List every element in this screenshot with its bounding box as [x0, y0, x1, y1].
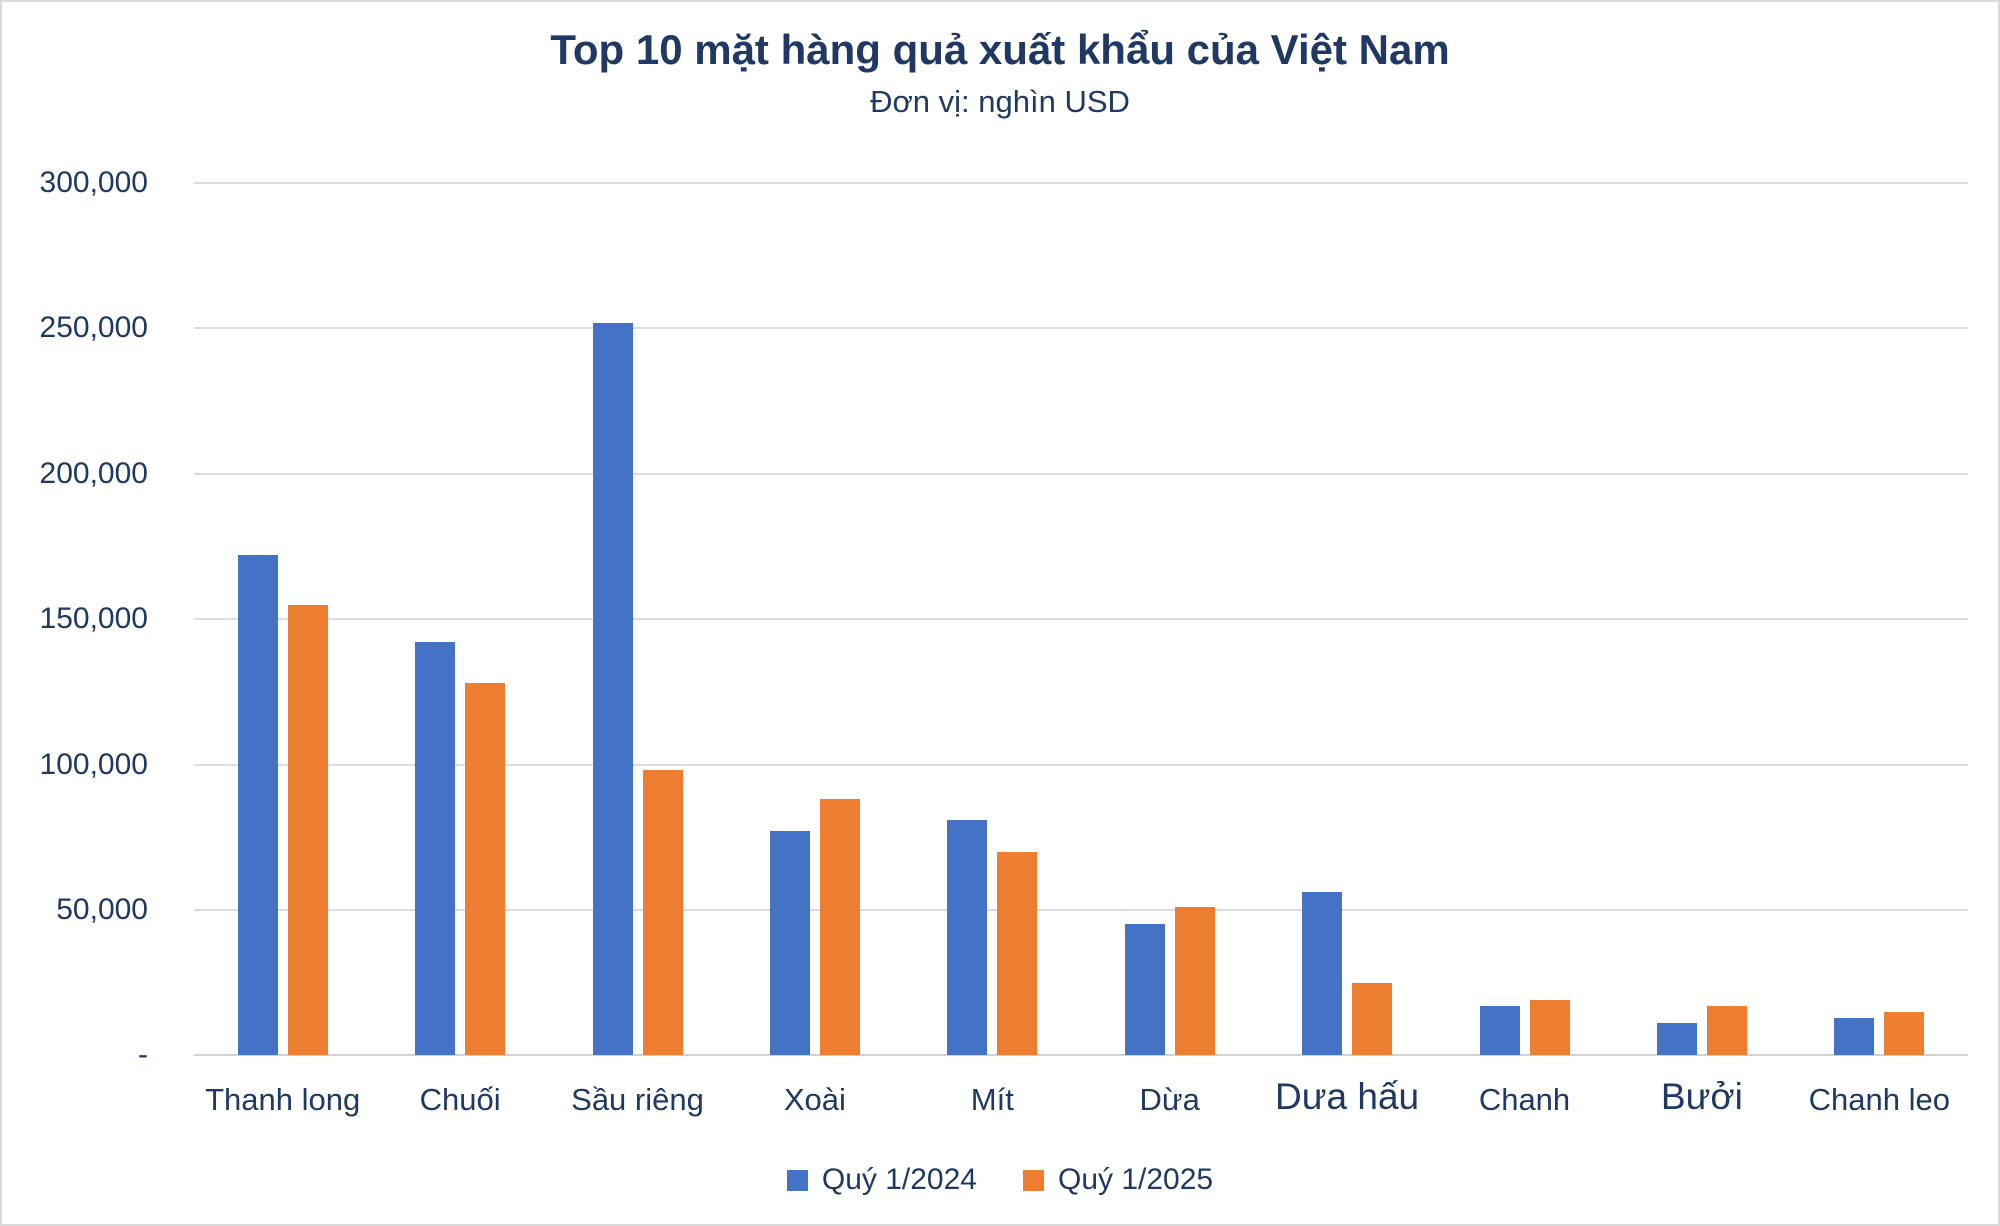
y-tick-label: 200,000: [39, 456, 148, 490]
gridline: [194, 182, 1968, 184]
x-tick-label: Chuối: [419, 1082, 501, 1117]
x-axis-line: [194, 1054, 1968, 1057]
y-tick-label: 100,000: [39, 747, 148, 781]
x-tick-label: Chanh: [1478, 1082, 1571, 1117]
legend-swatch-icon: [786, 1169, 808, 1191]
bar-qu-1-2024: [237, 555, 278, 1056]
legend-item: Quý 1/2024: [786, 1163, 977, 1197]
bar-qu-1-2024: [415, 642, 456, 1056]
y-tick-label: 300,000: [39, 166, 148, 199]
legend: Quý 1/2024 Quý 1/2025: [2, 1158, 1998, 1202]
legend-label: Quý 1/2025: [1058, 1163, 1214, 1196]
bar-qu-1-2024: [769, 831, 810, 1056]
x-tick-label: Dừa: [1139, 1082, 1200, 1117]
legend-item: Quý 1/2025: [1023, 1163, 1213, 1197]
bar-qu-1-2025: [287, 604, 328, 1056]
chart-title: Top 10 mặt hàng quả xuất khẩu của Việt N…: [550, 26, 1450, 73]
bar-qu-1-2025: [1529, 1000, 1570, 1056]
bar-qu-1-2024: [947, 819, 988, 1056]
legend-label: Quý 1/2024: [821, 1163, 977, 1196]
legend-swatch-icon: [1023, 1169, 1044, 1191]
gridline: [194, 618, 1968, 621]
bar-qu-1-2025: [1352, 982, 1393, 1056]
bar-qu-1-2024: [1656, 1023, 1697, 1056]
bar-qu-1-2025: [642, 770, 683, 1056]
x-tick-label: Chanh leo: [1808, 1082, 1950, 1117]
x-tick-label: Dưa hấu: [1275, 1076, 1420, 1117]
bar-qu-1-2025: [465, 683, 506, 1056]
bar-qu-1-2025: [819, 799, 860, 1056]
y-tick-label: 50,000: [56, 892, 148, 926]
x-tick-label: Sầu riêng: [571, 1082, 704, 1117]
bar-qu-1-2024: [1302, 892, 1343, 1056]
bar-qu-1-2024: [1834, 1017, 1875, 1056]
gridline: [194, 327, 1968, 330]
gridline: [194, 908, 1968, 911]
bar-qu-1-2025: [997, 851, 1038, 1056]
gridline: [194, 472, 1968, 475]
bar-qu-1-2025: [1884, 1011, 1925, 1056]
x-tick-label: Xoài: [783, 1082, 846, 1117]
bar-qu-1-2025: [1706, 1005, 1747, 1056]
chart-subtitle: Đơn vị: nghìn USD: [870, 84, 1130, 119]
bar-qu-1-2025: [1174, 907, 1215, 1056]
gridline: [194, 763, 1968, 766]
bar-qu-1-2024: [1124, 924, 1165, 1056]
x-tick-label: Thanh long: [205, 1082, 361, 1117]
bar-qu-1-2024: [1479, 1005, 1520, 1056]
y-tick-label: 250,000: [39, 311, 148, 345]
x-tick-label: Mít: [970, 1082, 1014, 1117]
bar-qu-1-2024: [592, 322, 633, 1056]
y-tick-label: 150,000: [39, 602, 148, 636]
x-tick-label: Bưởi: [1660, 1076, 1743, 1117]
y-tick-label: -: [138, 1038, 148, 1072]
